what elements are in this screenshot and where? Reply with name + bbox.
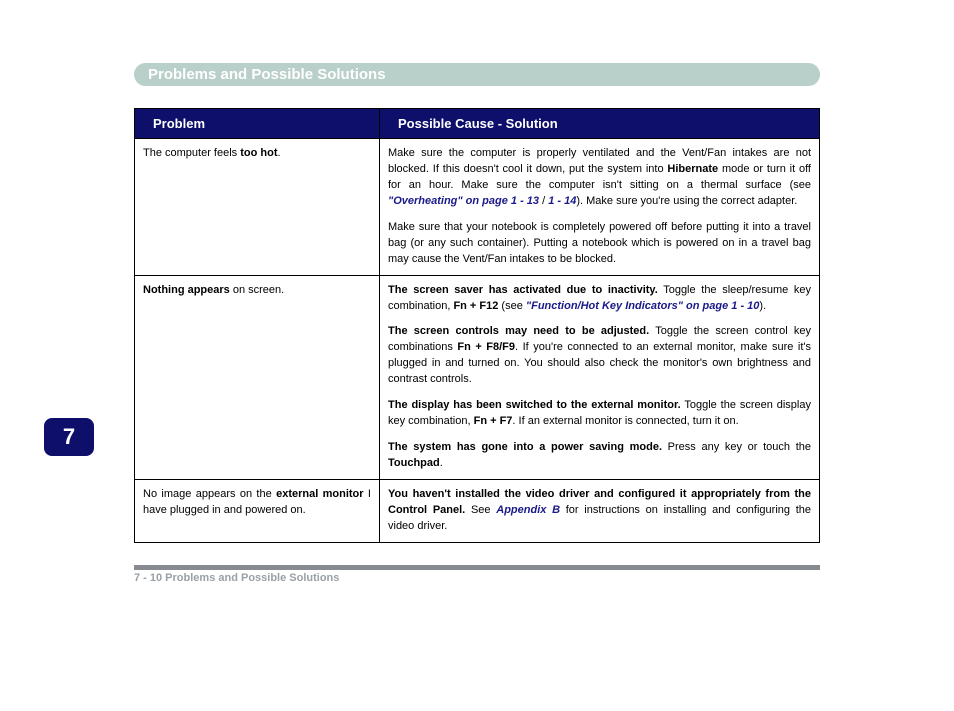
link-appendix[interactable]: Appendix B [496, 504, 560, 516]
th-problem: Problem [135, 109, 380, 139]
section-title: Troubleshooting [134, 38, 820, 59]
link-hotkey[interactable]: "Function/Hot Key Indicators" on page 1 … [526, 300, 760, 312]
cell-problem: Nothing appears on screen. [135, 275, 380, 479]
cell-problem: No image appears on the external monitor… [135, 479, 380, 542]
cell-cause: The screen saver has activated due to in… [380, 275, 820, 479]
cell-problem: The computer feels too hot. [135, 139, 380, 276]
troubleshooting-table: Problem Possible Cause - Solution The co… [134, 108, 820, 543]
cell-cause: Make sure the computer is properly venti… [380, 139, 820, 276]
header-bar-text: Problems and Possible Solutions [148, 66, 386, 83]
table-row: Nothing appears on screen. The screen sa… [135, 275, 820, 479]
header-bar: Problems and Possible Solutions [134, 63, 820, 86]
footer-text: 7 - 10 Problems and Possible Solutions [134, 572, 820, 584]
cell-cause: You haven't installed the video driver a… [380, 479, 820, 542]
side-tab: 7 [44, 418, 94, 456]
footer-left: 7 - 10 Problems and Possible Solutions [134, 572, 339, 584]
table-row: No image appears on the external monitor… [135, 479, 820, 542]
footer-bar [134, 565, 820, 570]
th-cause: Possible Cause - Solution [380, 109, 820, 139]
link-page[interactable]: 1 - 14 [548, 195, 576, 207]
table-row: The computer feels too hot. Make sure th… [135, 139, 820, 276]
link-overheating[interactable]: "Overheating" on page 1 - 13 [388, 195, 539, 207]
